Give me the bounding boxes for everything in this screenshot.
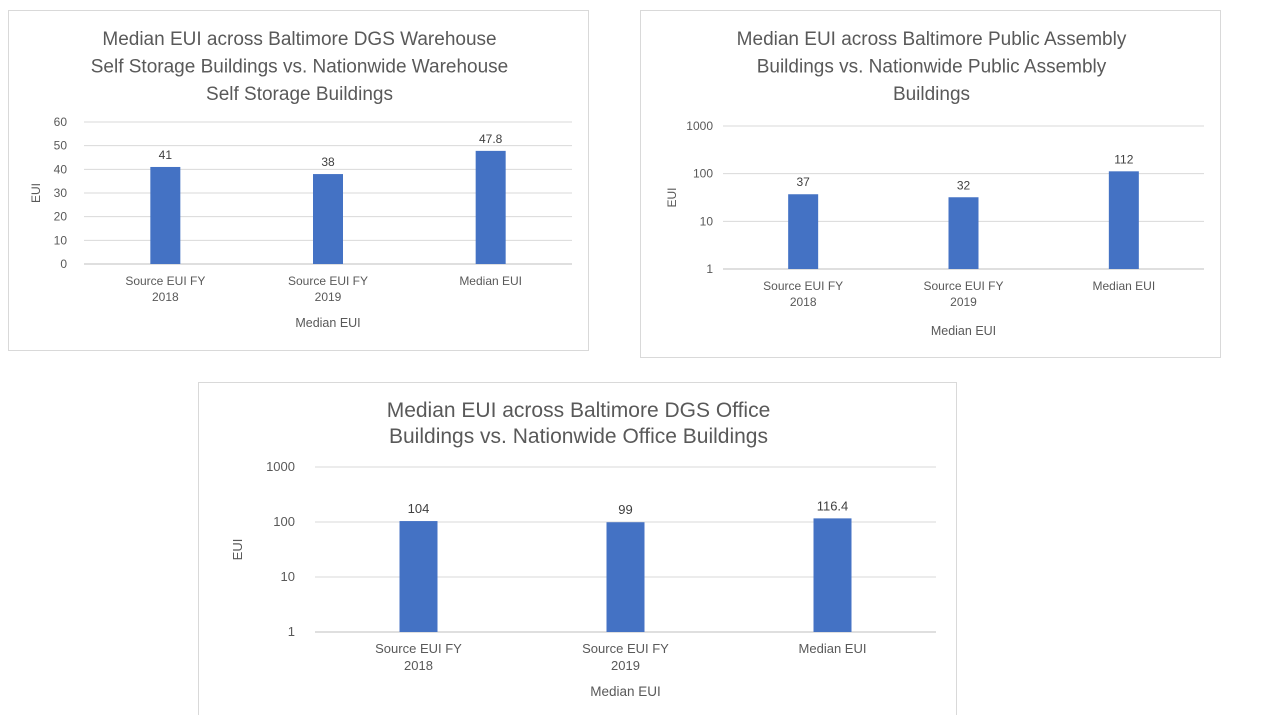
data-label: 41 [159, 148, 173, 162]
chart-title-line: Buildings vs. Nationwide Office Building… [389, 425, 768, 448]
x-category-label: Source EUI FY [923, 279, 1003, 293]
data-label: 104 [408, 501, 430, 516]
x-axis-title: Median EUI [931, 324, 996, 338]
y-tick-label: 1 [288, 624, 295, 639]
bar [313, 174, 343, 264]
bar [399, 521, 438, 632]
x-category-label: Source EUI FY [763, 279, 843, 293]
data-label: 47.8 [479, 132, 503, 146]
public-assembly-eui-chart: Median EUI across Baltimore Public Assem… [640, 10, 1221, 358]
data-label: 38 [321, 155, 335, 169]
bar [788, 194, 819, 269]
bar [475, 150, 506, 264]
y-tick-label: 10 [700, 214, 714, 228]
y-tick-label: 1000 [686, 119, 713, 133]
x-axis-title: Median EUI [295, 316, 360, 330]
y-tick-label: 10 [54, 233, 68, 247]
y-axis-title: EUI [230, 539, 245, 561]
y-tick-label: 40 [54, 162, 68, 176]
bar [813, 518, 852, 632]
data-label: 37 [796, 175, 810, 189]
x-category-label: 2019 [611, 658, 640, 673]
x-category-label: 2018 [152, 290, 179, 304]
x-category-label: 2018 [404, 658, 433, 673]
y-tick-label: 100 [693, 167, 713, 181]
y-tick-label: 30 [54, 186, 68, 200]
x-category-label: Median EUI [459, 274, 522, 288]
x-category-label: Source EUI FY [288, 274, 368, 288]
chart-title-line: Self Storage Buildings vs. Nationwide Wa… [91, 57, 509, 78]
x-axis-title: Median EUI [590, 684, 661, 699]
y-tick-label: 0 [60, 257, 67, 271]
office-eui-chart: Median EUI across Baltimore DGS Office Bu… [198, 382, 957, 715]
data-label: 32 [957, 178, 971, 192]
public-assembly-eui-chart-svg: Median EUI across Baltimore Public Assem… [665, 29, 1204, 338]
y-tick-label: 10 [281, 569, 295, 584]
bar [948, 197, 979, 269]
chart-title-line: Buildings vs. Nationwide Public Assembly [757, 57, 1107, 78]
bar [150, 166, 181, 264]
x-category-label: 2018 [790, 295, 817, 309]
chart-title-line: Median EUI across Baltimore DGS Warehous… [102, 29, 496, 50]
chart-title-line: Buildings [893, 84, 970, 105]
x-category-label: Source EUI FY [582, 641, 669, 656]
x-category-label: 2019 [950, 295, 977, 309]
x-category-label: Source EUI FY [125, 274, 205, 288]
y-tick-label: 100 [273, 514, 295, 529]
x-category-label: Median EUI [799, 641, 867, 656]
chart-title-line: Self Storage Buildings [206, 84, 393, 105]
y-tick-label: 50 [54, 139, 68, 153]
data-label: 116.4 [817, 498, 849, 513]
y-tick-label: 1 [706, 262, 713, 276]
y-axis-title: EUI [665, 187, 679, 207]
x-category-label: Source EUI FY [375, 641, 462, 656]
chart-title-line: Median EUI across Baltimore Public Assem… [737, 29, 1127, 50]
warehouse-eui-chart-svg: Median EUI across Baltimore DGS Warehous… [29, 29, 572, 330]
chart-title-line: Median EUI across Baltimore DGS Office [387, 399, 771, 422]
bar [1108, 171, 1139, 269]
y-tick-label: 60 [54, 115, 68, 129]
warehouse-eui-chart: Median EUI across Baltimore DGS Warehous… [8, 10, 589, 351]
x-category-label: 2019 [315, 290, 342, 304]
data-label: 99 [618, 502, 632, 517]
office-eui-chart-svg: Median EUI across Baltimore DGS Office Bu… [230, 399, 936, 699]
data-label: 112 [1114, 152, 1133, 166]
y-axis-title: EUI [29, 183, 43, 203]
y-tick-label: 1000 [266, 459, 295, 474]
x-category-label: Median EUI [1092, 279, 1155, 293]
bar [606, 522, 645, 632]
y-tick-label: 20 [54, 210, 68, 224]
